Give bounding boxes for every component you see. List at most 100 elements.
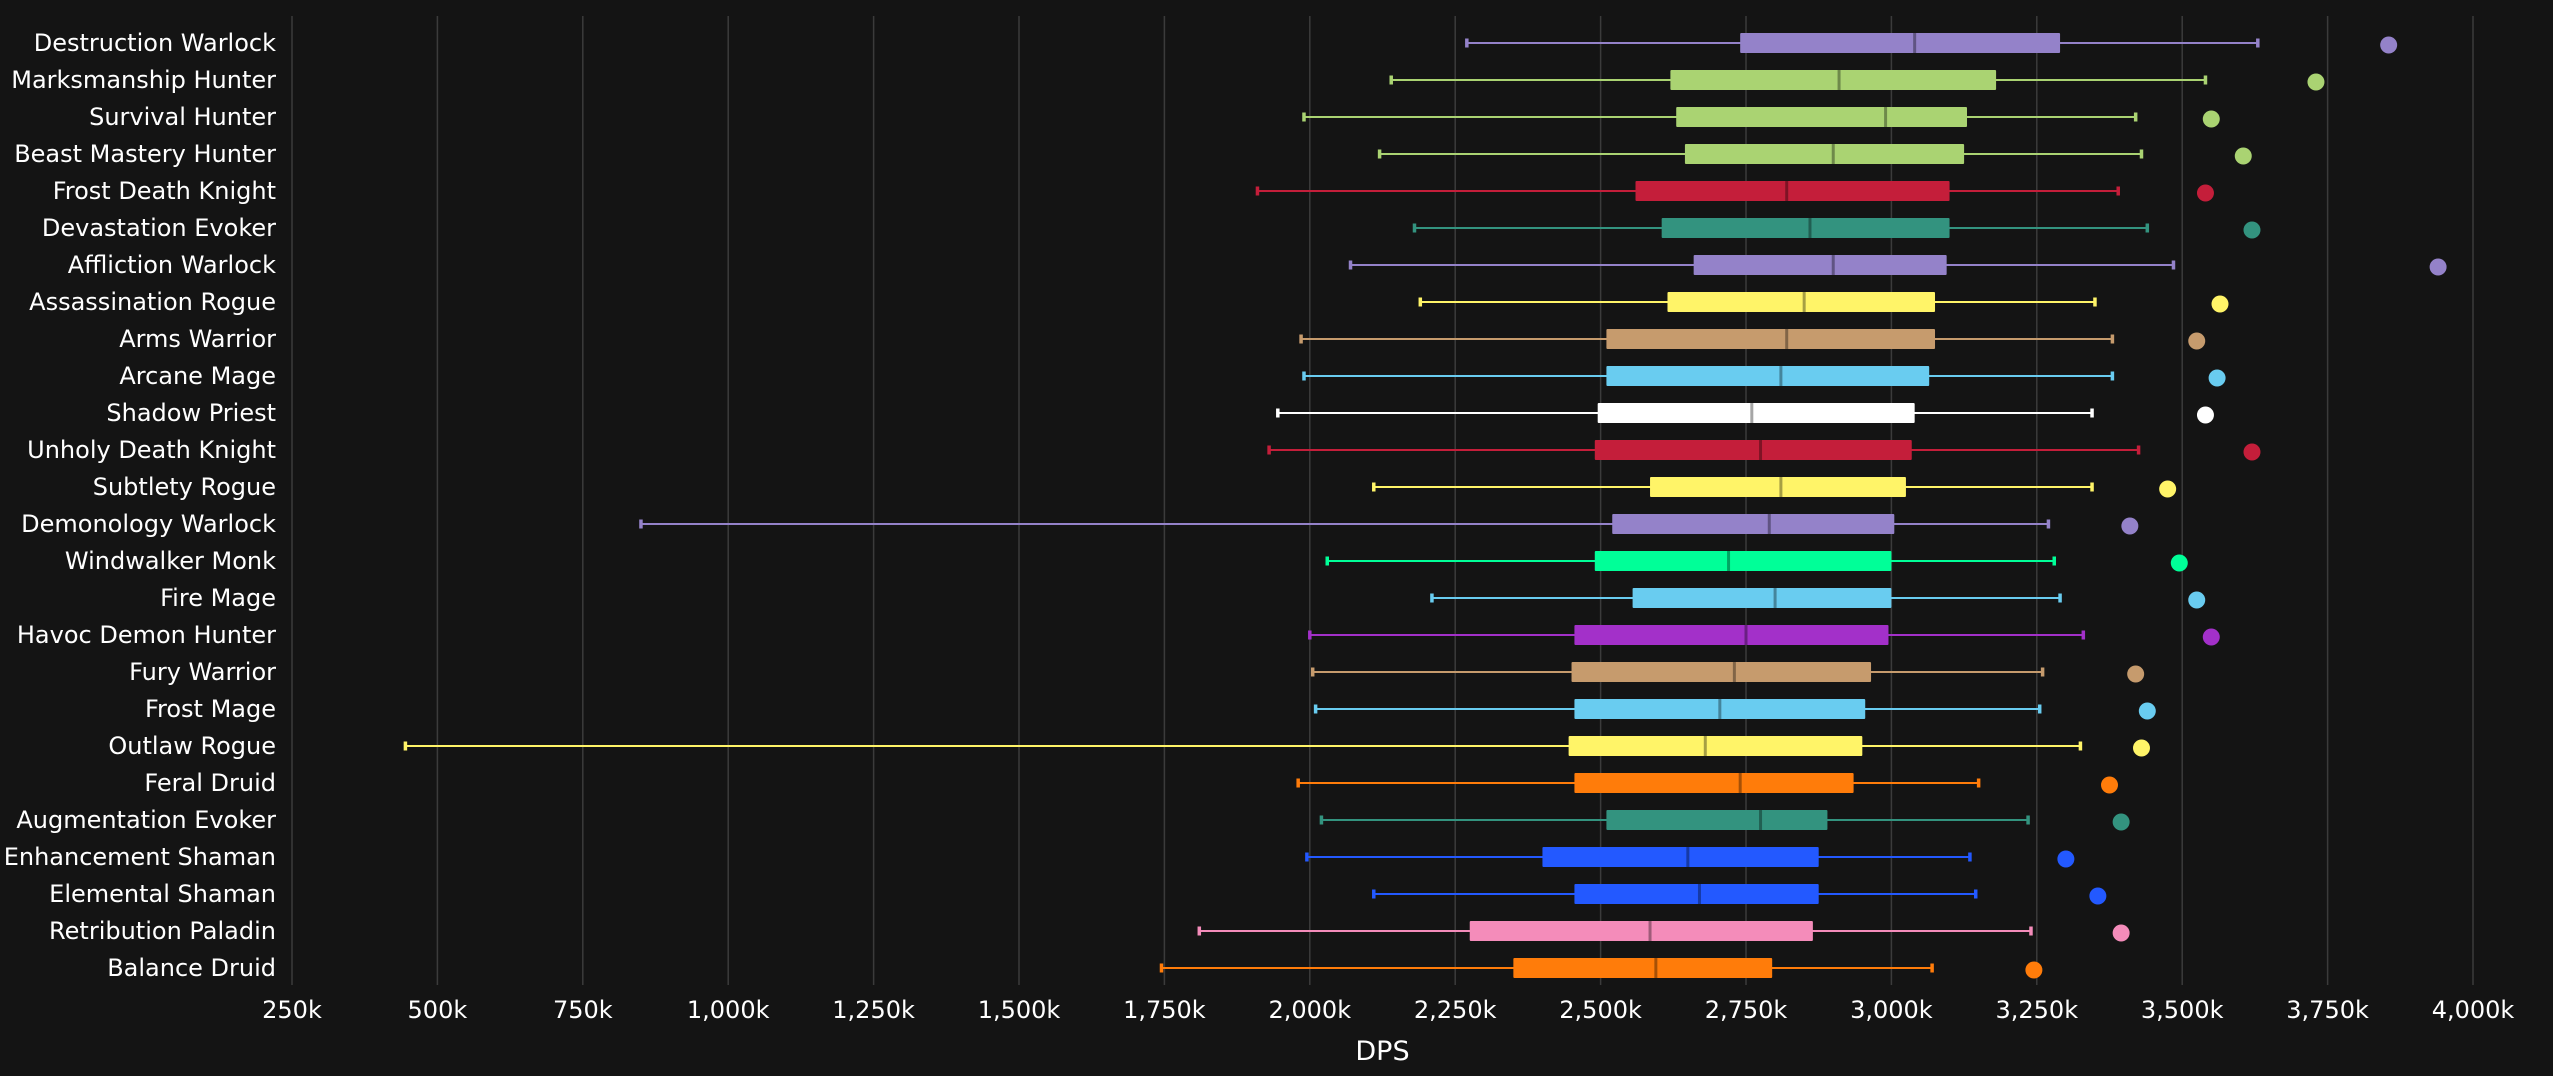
category-label: Frost Mage [145, 695, 276, 723]
category-label: Retribution Paladin [49, 917, 276, 945]
x-tick-label: 2,750k [1705, 996, 1788, 1024]
outlier-point [2159, 480, 2177, 498]
box-plot-row [639, 514, 2139, 535]
x-axis-title: DPS [1355, 1036, 1409, 1067]
category-label: Fire Mage [160, 584, 276, 612]
category-label: Affliction Warlock [68, 251, 276, 279]
category-label: Elemental Shaman [49, 880, 276, 908]
category-label: Marksmanship Hunter [11, 66, 276, 94]
category-label: Windwalker Monk [65, 547, 276, 575]
iqr-box [1670, 70, 1997, 90]
outlier-point [2170, 554, 2188, 572]
iqr-box [1469, 921, 1813, 941]
box-plot-row [1267, 440, 2261, 461]
category-label: Shadow Priest [106, 399, 276, 427]
category-label: Outlaw Rogue [108, 732, 276, 760]
category-label: Arcane Mage [119, 362, 276, 390]
iqr-box [1693, 255, 1947, 275]
category-label: Havoc Demon Hunter [17, 621, 276, 649]
box-plot-row [1319, 810, 2130, 831]
iqr-box [1542, 847, 1819, 867]
outlier-point [2101, 776, 2118, 794]
outlier-point [2057, 850, 2075, 868]
category-label: Augmentation Evoker [16, 806, 276, 834]
box-plot-row [1418, 292, 2229, 313]
outlier-point [2188, 332, 2206, 350]
iqr-box [1574, 773, 1854, 793]
box-plot-row [1372, 477, 2177, 498]
category-label: Arms Warrior [119, 325, 276, 353]
x-tick-label: 1,000k [687, 996, 770, 1024]
iqr-box [1574, 625, 1889, 645]
category-label: Enhancement Shaman [4, 843, 276, 871]
category-label: Demonology Warlock [21, 510, 276, 538]
iqr-box [1612, 514, 1895, 534]
box-plot-row [1302, 366, 2226, 387]
category-label: Survival Hunter [89, 103, 276, 131]
box-plot-row [403, 736, 2150, 757]
x-tick-label: 3,250k [1995, 996, 2078, 1024]
category-label: Assassination Rogue [29, 288, 276, 316]
outlier-point [2380, 36, 2398, 54]
box-plot-row [1372, 884, 2107, 905]
box-plot-row [1377, 144, 2252, 165]
box-plot-row [1302, 107, 2220, 128]
outlier-point [2121, 517, 2139, 535]
x-tick-label: 750k [553, 996, 613, 1024]
box-plot-row [1348, 255, 2447, 276]
x-tick-label: 1,500k [978, 996, 1061, 1024]
box-plots [403, 33, 2447, 979]
iqr-box [1650, 477, 1906, 497]
iqr-box [1635, 181, 1950, 201]
category-label: Feral Druid [144, 769, 276, 797]
x-tick-label: 3,500k [2141, 996, 2224, 1024]
iqr-box [1574, 884, 1819, 904]
outlier-point [2202, 110, 2220, 128]
x-tick-label: 1,750k [1123, 996, 1206, 1024]
box-plot-row [1308, 625, 2220, 646]
iqr-box [1740, 33, 2061, 53]
x-tick-label: 3,750k [2286, 996, 2369, 1024]
box-plot-row [1276, 403, 2214, 424]
box-plot-row [1197, 921, 2130, 942]
box-plot-row [1255, 181, 2214, 202]
outlier-point [2208, 369, 2226, 387]
iqr-box [1667, 292, 1936, 312]
box-plot-row [1310, 662, 2145, 683]
outlier-point [2188, 591, 2206, 609]
outlier-point [2202, 628, 2220, 646]
x-tick-label: 2,000k [1268, 996, 1351, 1024]
category-label: Destruction Warlock [34, 29, 276, 57]
box-plot-row [1430, 588, 2206, 609]
box-plot-row [1412, 218, 2261, 239]
box-plot-row [1296, 773, 2118, 794]
outlier-point [2025, 961, 2043, 979]
box-plot-row [1159, 958, 2043, 979]
iqr-box [1606, 810, 1828, 830]
x-tick-label: 4,000k [2432, 996, 2515, 1024]
iqr-box [1684, 144, 1965, 164]
box-plot-row [1465, 33, 2398, 54]
outlier-point [2307, 73, 2325, 91]
category-label: Devastation Evoker [42, 214, 276, 242]
outlier-point [2196, 184, 2214, 202]
category-label: Subtlety Rogue [93, 473, 276, 501]
outlier-point [2196, 406, 2214, 424]
x-tick-label: 2,500k [1559, 996, 1642, 1024]
category-label: Frost Death Knight [53, 177, 276, 205]
outlier-point [2138, 702, 2156, 720]
iqr-box [1568, 736, 1863, 756]
outlier-point [2132, 739, 2150, 757]
box-plot-row [1305, 847, 2075, 868]
category-labels: Destruction Warlock Marksmanship Hunter Su… [4, 29, 276, 982]
box-plot-row [1313, 699, 2156, 720]
x-tick-label: 2,250k [1414, 996, 1497, 1024]
box-plot-row [1299, 329, 2206, 350]
x-tick-label: 3,000k [1850, 996, 1933, 1024]
iqr-box [1571, 662, 1872, 682]
outlier-point [2211, 295, 2229, 313]
outlier-point [2112, 924, 2130, 942]
box-plot-row [1325, 551, 2188, 572]
box-plot-row [1389, 70, 2325, 91]
